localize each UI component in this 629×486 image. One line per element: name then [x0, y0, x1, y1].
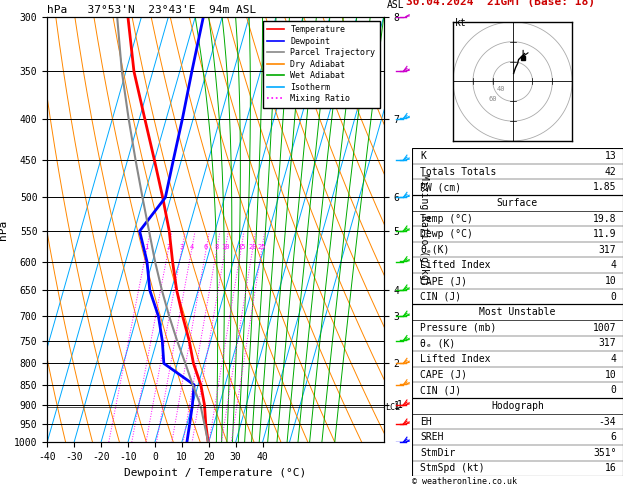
Text: Surface: Surface [497, 198, 538, 208]
Text: 10: 10 [221, 244, 230, 250]
Text: 317: 317 [599, 245, 616, 255]
Text: 16: 16 [604, 464, 616, 473]
Text: 6: 6 [611, 432, 616, 442]
Text: 6: 6 [204, 244, 208, 250]
Text: CIN (J): CIN (J) [420, 292, 462, 302]
Text: EH: EH [420, 417, 432, 427]
Text: 11.9: 11.9 [593, 229, 616, 239]
Text: Pressure (mb): Pressure (mb) [420, 323, 497, 333]
Text: CAPE (J): CAPE (J) [420, 370, 467, 380]
Text: CIN (J): CIN (J) [420, 385, 462, 396]
X-axis label: Dewpoint / Temperature (°C): Dewpoint / Temperature (°C) [125, 468, 306, 478]
Text: θₑ(K): θₑ(K) [420, 245, 450, 255]
Text: 25: 25 [257, 244, 266, 250]
Text: 13: 13 [604, 151, 616, 161]
Text: 1: 1 [145, 244, 148, 250]
Text: Lifted Index: Lifted Index [420, 260, 491, 270]
Text: 10: 10 [604, 276, 616, 286]
Text: Hodograph: Hodograph [491, 401, 544, 411]
Text: 40: 40 [497, 87, 505, 92]
Y-axis label: hPa: hPa [0, 220, 8, 240]
Text: 30.04.2024  21GMT (Base: 18): 30.04.2024 21GMT (Base: 18) [406, 0, 594, 7]
Text: -34: -34 [599, 417, 616, 427]
Text: 42: 42 [604, 167, 616, 177]
Text: Most Unstable: Most Unstable [479, 307, 555, 317]
Text: 1.85: 1.85 [593, 182, 616, 192]
Text: 2: 2 [166, 244, 170, 250]
Y-axis label: Mixing Ratio (g/kg): Mixing Ratio (g/kg) [419, 174, 429, 285]
Text: 317: 317 [599, 338, 616, 348]
Text: CAPE (J): CAPE (J) [420, 276, 467, 286]
Text: θₑ (K): θₑ (K) [420, 338, 455, 348]
Text: 8: 8 [214, 244, 219, 250]
Text: © weatheronline.co.uk: © weatheronline.co.uk [412, 477, 517, 486]
Text: kt: kt [455, 18, 467, 28]
Text: hPa   37°53'N  23°43'E  94m ASL: hPa 37°53'N 23°43'E 94m ASL [47, 5, 257, 15]
Text: 4: 4 [611, 354, 616, 364]
Text: LCL: LCL [386, 402, 401, 412]
Text: 1007: 1007 [593, 323, 616, 333]
Text: PW (cm): PW (cm) [420, 182, 462, 192]
Text: SREH: SREH [420, 432, 444, 442]
Text: 20: 20 [248, 244, 257, 250]
Text: Temp (°C): Temp (°C) [420, 213, 473, 224]
Text: 3: 3 [180, 244, 184, 250]
Text: 60: 60 [489, 96, 498, 102]
Text: Lifted Index: Lifted Index [420, 354, 491, 364]
Text: 15: 15 [237, 244, 245, 250]
Text: 10: 10 [604, 370, 616, 380]
Text: 0: 0 [611, 292, 616, 302]
Text: 4: 4 [189, 244, 194, 250]
Text: 351°: 351° [593, 448, 616, 458]
Text: 1: 1 [397, 400, 403, 410]
Text: K: K [420, 151, 426, 161]
Text: 19.8: 19.8 [593, 213, 616, 224]
Text: km
ASL: km ASL [387, 0, 404, 10]
Text: StmSpd (kt): StmSpd (kt) [420, 464, 485, 473]
Text: Dewp (°C): Dewp (°C) [420, 229, 473, 239]
Text: 0: 0 [611, 385, 616, 396]
Legend: Temperature, Dewpoint, Parcel Trajectory, Dry Adiabat, Wet Adiabat, Isotherm, Mi: Temperature, Dewpoint, Parcel Trajectory… [263, 21, 379, 107]
Text: Totals Totals: Totals Totals [420, 167, 497, 177]
Text: StmDir: StmDir [420, 448, 455, 458]
Text: 4: 4 [611, 260, 616, 270]
